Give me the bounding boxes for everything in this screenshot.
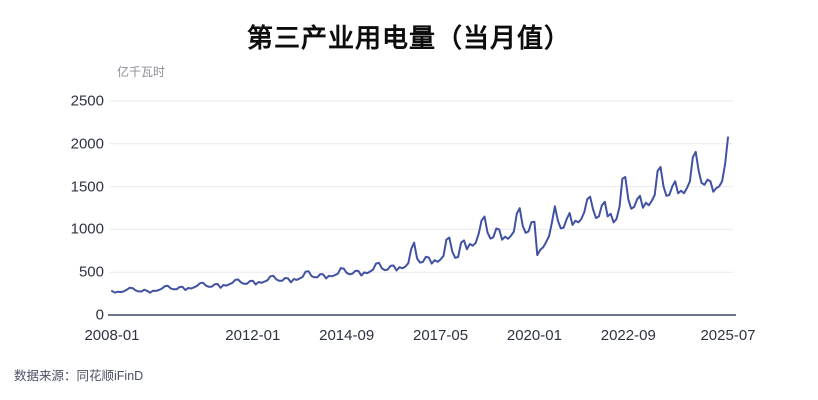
data-source-note: 数据来源：同花顺iFinD [14,369,144,383]
x-tick-label: 2022-09 [600,327,656,344]
y-tick-label: 2000 [70,135,104,153]
y-tick-label: 2500 [70,92,104,110]
x-tick-label: 2025-07 [700,327,756,344]
x-tick-label: 2020-01 [506,327,562,344]
y-tick-label: 1000 [70,220,104,238]
y-axis-unit-label: 亿千瓦时 [117,65,166,79]
x-tick-label: 2017-05 [413,327,469,344]
chart-title: 第三产业用电量（当月值） [246,23,571,53]
y-tick-label: 500 [78,263,104,281]
gridlines [110,100,733,273]
y-tick-label: 0 [95,306,104,324]
x-tick-label: 2012-01 [225,327,281,344]
y-tick-label: 1500 [70,178,104,196]
x-tick-label: 2014-09 [319,327,375,344]
x-tick-label: 2008-01 [84,327,140,344]
data-series-line [111,136,729,294]
